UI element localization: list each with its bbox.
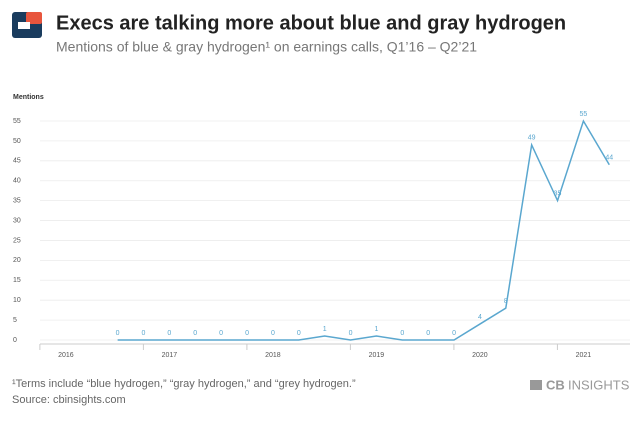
y-tick-label: 0 (13, 337, 17, 344)
data-label: 1 (323, 326, 327, 333)
data-label: 0 (349, 330, 353, 337)
y-tick-label: 35 (13, 197, 21, 204)
y-tick-label: 30 (13, 217, 21, 224)
y-tick-label: 20 (13, 257, 21, 264)
brand-rest: INSIGHTS (568, 377, 630, 392)
x-tick-label: 2021 (576, 352, 592, 359)
y-tick-label: 50 (13, 138, 21, 145)
y-tick-label: 25 (13, 237, 21, 244)
brand-bold: CB (546, 377, 565, 392)
y-tick-label: 5 (13, 317, 17, 324)
data-label: 0 (400, 330, 404, 337)
data-label: 0 (167, 330, 171, 337)
data-label: 0 (193, 330, 197, 337)
data-label: 49 (528, 135, 536, 142)
footnote: ¹Terms include “blue hydrogen,” “gray hy… (12, 378, 356, 390)
data-label: 0 (452, 330, 456, 337)
data-label: 0 (245, 330, 249, 337)
data-label: 35 (554, 190, 562, 197)
line-series (117, 119, 610, 341)
x-tick-label: 2018 (265, 352, 281, 359)
brand-icon (530, 380, 542, 390)
data-label: 44 (605, 155, 613, 162)
x-tick-label: 2017 (162, 352, 178, 359)
data-label: 4 (478, 314, 482, 321)
data-label: 0 (426, 330, 430, 337)
x-tick-label: 2016 (58, 352, 74, 359)
logo-icon (12, 12, 42, 38)
x-tick-label: 2020 (472, 352, 488, 359)
y-tick-label: 15 (13, 277, 21, 284)
data-label: 55 (580, 111, 588, 118)
y-tick-label: 45 (13, 158, 21, 165)
y-tick-label: 40 (13, 178, 21, 185)
data-label: 8 (504, 298, 508, 305)
data-label: 1 (374, 326, 378, 333)
data-label: 0 (271, 330, 275, 337)
source: Source: cbinsights.com (12, 394, 126, 406)
data-label: 0 (297, 330, 301, 337)
data-label: 0 (219, 330, 223, 337)
x-tick-label: 2019 (369, 352, 385, 359)
data-label: 0 (142, 330, 146, 337)
y-tick-label: 10 (13, 297, 21, 304)
y-axis-label: Mentions (13, 94, 44, 101)
y-tick-label: 55 (13, 118, 21, 125)
data-label: 0 (116, 330, 120, 337)
chart-subtitle: Mentions of blue & gray hydrogen¹ on ear… (56, 39, 477, 55)
chart-title: Execs are talking more about blue and gr… (56, 12, 566, 34)
